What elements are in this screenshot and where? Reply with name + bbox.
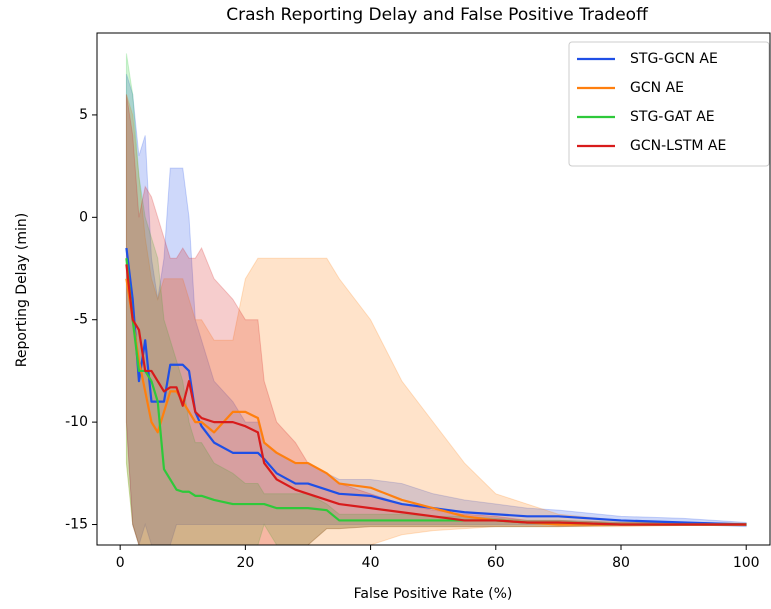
y-tick-label: 0 bbox=[79, 209, 88, 225]
series-line bbox=[125, 264, 747, 526]
x-tick-label: 80 bbox=[612, 555, 630, 571]
legend-label: STG-GAT AE bbox=[630, 109, 715, 125]
axes-frame bbox=[96, 32, 771, 546]
x-tick-label: 0 bbox=[116, 555, 125, 571]
chart-title: Crash Reporting Delay and False Positive… bbox=[226, 5, 649, 25]
y-tick-label: -10 bbox=[65, 414, 88, 430]
y-axis-label: Reporting Delay (min) bbox=[14, 213, 30, 367]
x-tick-label: 60 bbox=[487, 555, 505, 571]
y-tick-label: 5 bbox=[79, 107, 88, 123]
legend-box bbox=[568, 41, 770, 167]
legend-label: GCN-LSTM AE bbox=[630, 138, 726, 154]
y-tick-label: -5 bbox=[74, 312, 88, 328]
x-tick-label: 100 bbox=[733, 555, 760, 571]
y-tick-label: -15 bbox=[65, 517, 88, 533]
legend-label: STG-GCN AE bbox=[630, 51, 718, 67]
series-line bbox=[125, 247, 747, 526]
x-tick-label: 40 bbox=[362, 555, 380, 571]
x-tick-label: 20 bbox=[236, 555, 254, 571]
confidence-band bbox=[125, 73, 747, 545]
x-axis-label: False Positive Rate (%) bbox=[354, 586, 513, 602]
legend-label: GCN AE bbox=[630, 80, 684, 96]
plot-area bbox=[125, 53, 747, 545]
